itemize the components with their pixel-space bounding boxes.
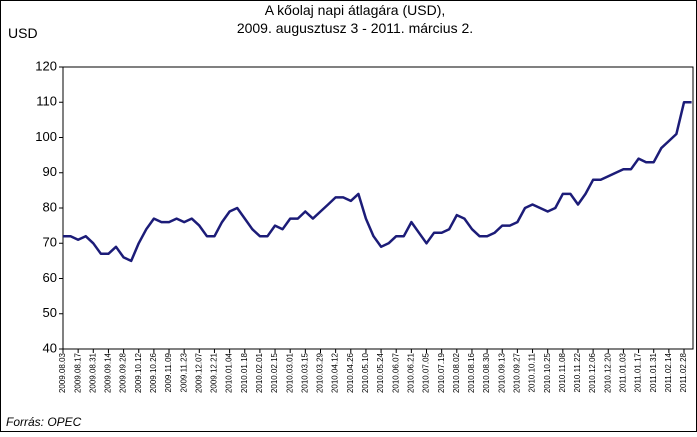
x-tick-label: 2010.07.05 <box>422 352 431 393</box>
x-tick-label: 2010.05.24 <box>376 352 385 393</box>
x-tick-label: 2009.11.23 <box>179 352 188 392</box>
x-tick-label: 2010.10.11 <box>528 352 537 392</box>
x-tick-label: 2010.11.22 <box>573 352 582 392</box>
x-tick-label: 2010.08.30 <box>482 352 491 393</box>
x-tick-label: 2010.10.25 <box>543 352 552 393</box>
y-tick-label: 60 <box>43 270 57 285</box>
x-tick-label: 2010.11.08 <box>558 352 567 392</box>
x-tick-label: 2010.03.15 <box>300 352 309 393</box>
x-tick-label: 2010.02.15 <box>270 352 279 393</box>
y-tick-label: 70 <box>43 235 57 250</box>
y-tick-label: 80 <box>43 199 57 214</box>
y-tick-label: 90 <box>43 164 57 179</box>
x-tick-label: 2010.07.19 <box>437 352 446 393</box>
x-tick-label: 2010.09.13 <box>497 352 506 393</box>
x-tick-label: 2009.11.09 <box>164 352 173 392</box>
x-tick-label: 2009.10.26 <box>149 352 158 393</box>
x-tick-label: 2009.10.12 <box>134 352 143 393</box>
y-tick-label: 40 <box>43 340 57 355</box>
x-tick-label: 2010.12.06 <box>588 352 597 393</box>
chart-title: A kőolaj napi átlagára (USD), <box>265 2 446 18</box>
y-tick-label: 100 <box>35 129 57 144</box>
x-tick-label: 2010.03.01 <box>285 352 294 393</box>
x-tick-label: 2010.04.26 <box>346 352 355 393</box>
x-tick-label: 2011.02.28 <box>679 352 688 392</box>
x-tick-label: 2010.06.07 <box>391 352 400 393</box>
source-note: Forrás: OPEC <box>6 415 82 429</box>
x-tick-label: 2011.02.14 <box>664 352 673 392</box>
x-tick-label: 2009.12.07 <box>194 352 203 393</box>
x-tick-label: 2009.08.31 <box>88 352 97 393</box>
x-tick-label: 2009.09.14 <box>104 352 113 393</box>
data-line <box>63 101 692 263</box>
y-tick-label: 50 <box>43 305 57 320</box>
x-tick-label: 2010.03.29 <box>316 352 325 393</box>
x-tick-label: 2010.09.27 <box>512 352 521 393</box>
x-tick-label: 2009.12.21 <box>210 352 219 393</box>
x-tick-label: 2010.01.04 <box>225 352 234 393</box>
x-tick-label: 2009.08.03 <box>58 352 67 393</box>
x-tick-label: 2010.04.12 <box>331 352 340 393</box>
x-tick-label: 2010.06.21 <box>406 352 415 393</box>
x-tick-label: 2010.05.10 <box>361 352 370 393</box>
y-tick-label: 110 <box>36 94 57 109</box>
chart-subtitle: 2009. augusztusz 3 - 2011. március 2. <box>237 20 473 36</box>
y-tick-label: 120 <box>35 58 57 73</box>
x-tick-label: 2011.01.31 <box>649 352 658 392</box>
x-tick-label: 2010.12.20 <box>603 352 612 393</box>
x-tick-label: 2009.08.17 <box>73 352 82 393</box>
x-tick-label: 2010.02.01 <box>255 352 264 393</box>
x-tick-label: 2010.08.02 <box>452 352 461 393</box>
x-tick-label: 2011.01.03 <box>619 352 628 392</box>
y-axis-label: USD <box>8 25 38 41</box>
x-tick-label: 2011.01.17 <box>634 352 643 392</box>
x-tick-label: 2010.08.16 <box>467 352 476 393</box>
x-tick-label: 2010.01.18 <box>240 352 249 393</box>
x-tick-label: 2009.09.28 <box>119 352 128 393</box>
